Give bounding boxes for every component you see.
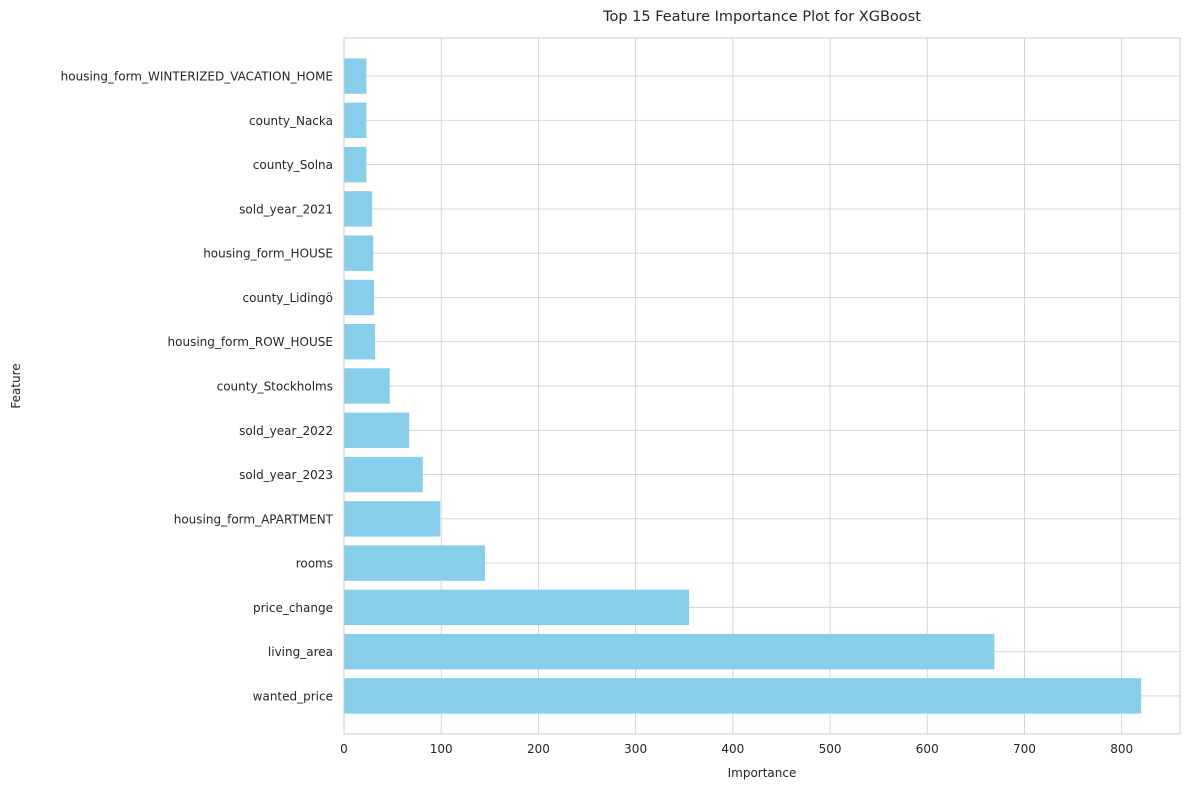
x-tick-labels: 0 100 200 300 400 500 600 700 800 — [340, 742, 1133, 756]
bar-price_change — [344, 589, 690, 626]
bar-layer — [344, 58, 1142, 714]
y-tick-label: sold_year_2021 — [239, 202, 333, 216]
bar-housing_form_ROW_HOUSE — [344, 324, 376, 360]
y-tick-label: county_Solna — [253, 158, 333, 172]
plot-frame — [343, 37, 1181, 735]
y-tick-label: sold_year_2023 — [239, 468, 333, 482]
bar-sold_year_2023 — [344, 456, 423, 493]
x-tick-label: 100 — [430, 742, 453, 756]
y-tick-label: housing_form_APARTMENT — [174, 512, 334, 526]
grid-layer — [343, 38, 1180, 734]
x-tick-label: 300 — [624, 742, 647, 756]
y-tick-label: sold_year_2022 — [239, 424, 333, 438]
x-tick-label: 200 — [527, 742, 550, 756]
y-tick-label: living_area — [268, 645, 333, 659]
y-tick-label: housing_form_HOUSE — [203, 247, 333, 261]
x-axis-label: Importance — [728, 766, 797, 780]
x-tick-label: 0 — [340, 742, 348, 756]
bar-housing_form_HOUSE — [344, 235, 374, 271]
bar-living_area — [344, 633, 995, 670]
bar-county_Stockholms — [344, 368, 390, 404]
y-tick-label: county_Nacka — [249, 114, 333, 128]
x-tick-label: 500 — [819, 742, 842, 756]
bar-county_Lidingö — [344, 279, 375, 316]
bar-rooms — [344, 545, 485, 581]
x-tick-label: 600 — [916, 742, 939, 756]
y-tick-label: price_change — [253, 601, 333, 615]
x-tick-label: 800 — [1110, 742, 1133, 756]
x-tick-label: 400 — [721, 742, 744, 756]
y-tick-label: housing_form_ROW_HOUSE — [168, 335, 333, 349]
bar-housing_form_APARTMENT — [344, 501, 441, 537]
bar-sold_year_2021 — [344, 191, 373, 227]
bar-county_Solna — [344, 146, 367, 183]
bar-housing_form_WINTERIZED_VACATION_HOME — [344, 58, 367, 94]
y-tick-labels: wanted_price living_area price_change rooms… — [61, 70, 334, 704]
y-tick-label: county_Stockholms — [217, 380, 333, 394]
y-axis-label: Feature — [9, 363, 23, 408]
bar-county_Nacka — [344, 102, 367, 139]
y-tick-label: county_Lidingö — [243, 291, 334, 305]
bar-wanted_price — [344, 678, 1142, 714]
y-tick-label: housing_form_WINTERIZED_VACATION_HOME — [61, 70, 333, 84]
y-tick-label: wanted_price — [253, 689, 333, 703]
bar-sold_year_2022 — [344, 412, 410, 448]
chart-title: Top 15 Feature Importance Plot for XGBoo… — [602, 9, 921, 25]
y-tick-label: rooms — [296, 557, 333, 571]
x-tick-label: 700 — [1013, 742, 1036, 756]
